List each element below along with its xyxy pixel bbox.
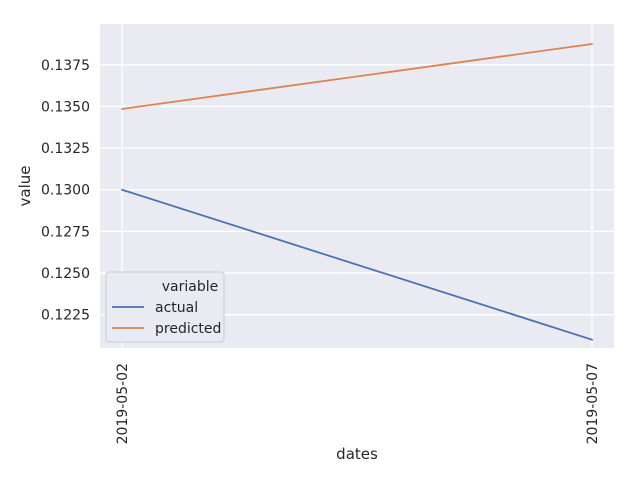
y-tick-label: 0.1350: [41, 99, 90, 115]
y-tick-label: 0.1250: [41, 266, 90, 282]
x-tick-label: 2019-05-02: [115, 363, 131, 444]
series-line-actual: [121, 188, 593, 341]
legend-box: [105, 271, 225, 343]
x-tick-labels: 2019-05-02 2019-05-07: [115, 363, 601, 444]
legend: variable actual predicted: [105, 271, 225, 343]
series-lines: [121, 43, 593, 341]
y-axis-label: value: [16, 166, 34, 207]
y-tick-label: 0.1225: [41, 308, 90, 324]
legend-title: variable: [162, 279, 218, 295]
y-tick-label: 0.1375: [41, 58, 90, 74]
legend-label-predicted: predicted: [155, 321, 221, 337]
x-axis-label: dates: [336, 445, 378, 463]
y-tick-label: 0.1275: [41, 224, 90, 240]
y-tick-label: 0.1325: [41, 141, 90, 157]
y-tick-labels: 0.1225 0.1250 0.1275 0.1300 0.1325 0.1350 0.13…: [41, 58, 90, 324]
x-tick-label: 2019-05-07: [585, 363, 601, 444]
legend-label-actual: actual: [155, 300, 198, 316]
series-line-predicted: [121, 43, 593, 110]
y-tick-label: 0.1300: [41, 183, 90, 199]
